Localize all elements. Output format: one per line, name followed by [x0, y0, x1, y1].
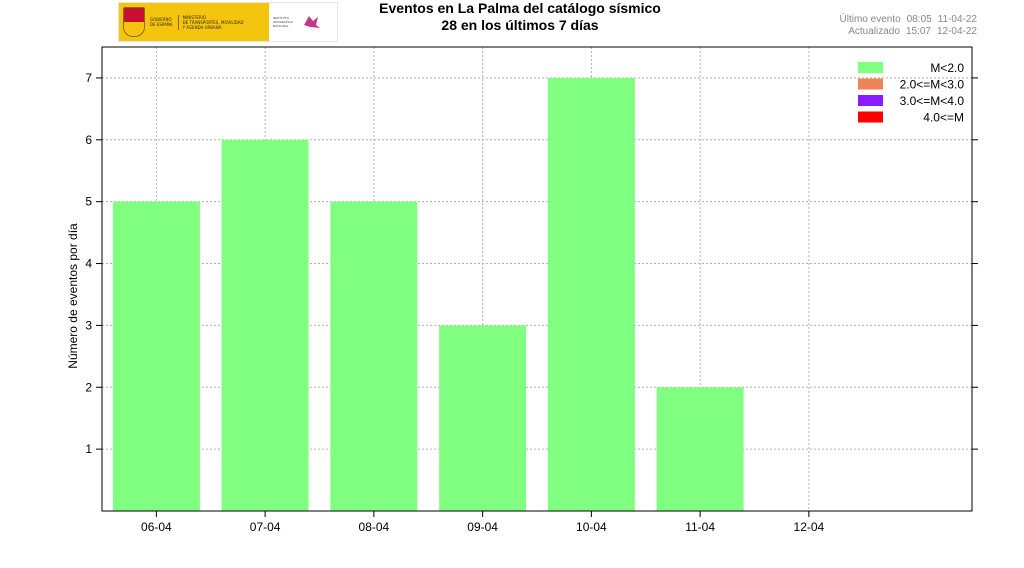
updated-label: Actualizado	[848, 26, 900, 37]
updated-date: 12-04-22	[936, 26, 977, 37]
status-box: Último evento 08:05 11-04-22 Actualizado…	[840, 14, 977, 38]
updated-line: Actualizado 15:07 12-04-22	[840, 26, 977, 38]
x-tick-label: 09-04	[467, 520, 498, 534]
bar	[112, 201, 200, 511]
y-tick-label: 6	[85, 133, 92, 147]
y-tick-label: 5	[85, 195, 92, 209]
title-line-2: 28 en los últimos 7 días	[441, 17, 599, 33]
coat-of-arms-icon	[123, 7, 145, 37]
bar	[656, 387, 744, 511]
legend-label: M<2.0	[930, 61, 964, 75]
x-tick-label: 11-04	[685, 520, 715, 534]
gobierno-text: GOBIERNO DE ESPAÑA	[150, 17, 173, 27]
ministerio-text: MINISTERIO DE TRANSPORTES, MOVILIDAD Y A…	[177, 14, 255, 30]
last-event-label: Último evento	[839, 14, 901, 25]
ign-block: INSTITUTO GEOGRÁFICO NACIONAL	[269, 3, 337, 41]
bar	[221, 139, 309, 512]
gobierno-espana-logo: GOBIERNO DE ESPAÑA MINISTERIO DE TRANSPO…	[119, 3, 269, 41]
x-tick-label: 07-04	[250, 520, 281, 534]
y-tick-label: 1	[85, 442, 92, 456]
x-tick-label: 10-04	[576, 520, 607, 534]
legend-swatch	[858, 62, 883, 73]
legend-swatch	[858, 78, 883, 90]
legend-swatch	[858, 111, 883, 123]
last-event-line: Último evento 08:05 11-04-22	[840, 14, 977, 26]
y-tick-label: 4	[85, 257, 92, 271]
legend-swatch	[858, 95, 883, 106]
plot-frame	[101, 46, 973, 512]
x-tick-label: 08-04	[359, 520, 390, 534]
bar	[439, 325, 527, 511]
bar	[330, 201, 418, 511]
legend-label: 2.0<=M<3.0	[900, 78, 965, 92]
updated-time: 15:07	[905, 26, 931, 37]
ign-text: INSTITUTO GEOGRÁFICO NACIONAL	[273, 16, 293, 28]
ign-mark-icon	[304, 16, 320, 28]
legend-label: 3.0<=M<4.0	[900, 94, 965, 108]
ign-logo: GOBIERNO DE ESPAÑA MINISTERIO DE TRANSPO…	[118, 2, 338, 42]
last-event-time: 08:05	[906, 14, 932, 25]
last-event-date: 11-04-22	[937, 14, 977, 25]
y-tick-label: 2	[85, 380, 92, 394]
x-tick-label: 06-04	[141, 520, 172, 534]
y-tick-label: 3	[85, 318, 92, 332]
legend-label: 4.0<=M	[923, 111, 964, 125]
bar	[547, 77, 635, 511]
y-tick-label: 7	[85, 71, 92, 85]
chart-title: Eventos en La Palma del catálogo sísmico…	[300, 0, 740, 34]
x-tick-label: 12-04	[794, 520, 825, 534]
title-line-1: Eventos en La Palma del catálogo sísmico	[379, 0, 661, 16]
